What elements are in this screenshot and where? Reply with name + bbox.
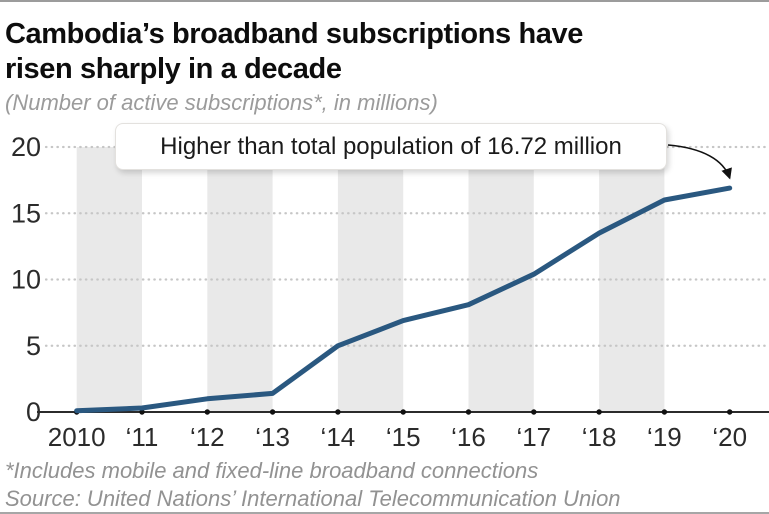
y-tick-label: 5 [26, 331, 41, 361]
x-tick-label: ‘11 [126, 422, 159, 452]
x-tick-label: ‘15 [386, 422, 421, 452]
x-tick-label: ‘14 [321, 422, 356, 452]
y-tick-label: 0 [26, 397, 41, 427]
annotation-arrow [667, 144, 732, 180]
annotation-callout: Higher than total population of 16.72 mi… [115, 123, 667, 170]
x-axis-labels: 2010 ‘11 ‘12 ‘13 ‘14 ‘15 ‘16 ‘17 ‘18 ‘19 ‘20 [48, 422, 747, 452]
x-tick-label: ‘12 [190, 422, 225, 452]
y-tick-label: 15 [11, 198, 41, 228]
data-line [74, 185, 733, 414]
shaded-band [599, 147, 665, 412]
x-tick-label: ‘19 [647, 422, 682, 452]
y-axis-labels: 0 5 10 15 20 [11, 132, 41, 427]
x-tick-dot [400, 409, 406, 415]
x-tick-label: ‘13 [255, 422, 290, 452]
x-tick-label: ‘17 [516, 422, 551, 452]
x-tick-dot [204, 409, 210, 415]
x-tick-dot [139, 409, 145, 415]
x-tick-dot [335, 409, 341, 415]
chart-title-line-1: Cambodia’s broadband subscriptions have [5, 18, 583, 50]
chart-source: Source: United Nations’ International Te… [5, 486, 621, 511]
chart-title-line-2: risen sharply in a decade [5, 53, 342, 85]
x-tick-label: ‘16 [451, 422, 486, 452]
chart-subtitle: (Number of active subscriptions*, in mil… [5, 90, 438, 115]
chart-footnote: *Includes mobile and fixed-line broadban… [5, 458, 539, 483]
x-tick-dot [269, 409, 276, 415]
x-tick-dot [727, 409, 733, 415]
x-tick-label: 2010 [48, 422, 106, 452]
x-tick-dot [661, 409, 668, 415]
x-tick-dot [465, 409, 472, 415]
x-tick-label: ‘20 [712, 422, 747, 452]
x-tick-label: ‘18 [582, 422, 617, 452]
y-tick-label: 10 [11, 265, 41, 295]
y-tick-label: 20 [11, 132, 41, 162]
x-tick-dot [531, 409, 537, 415]
x-tick-dot [596, 409, 602, 415]
